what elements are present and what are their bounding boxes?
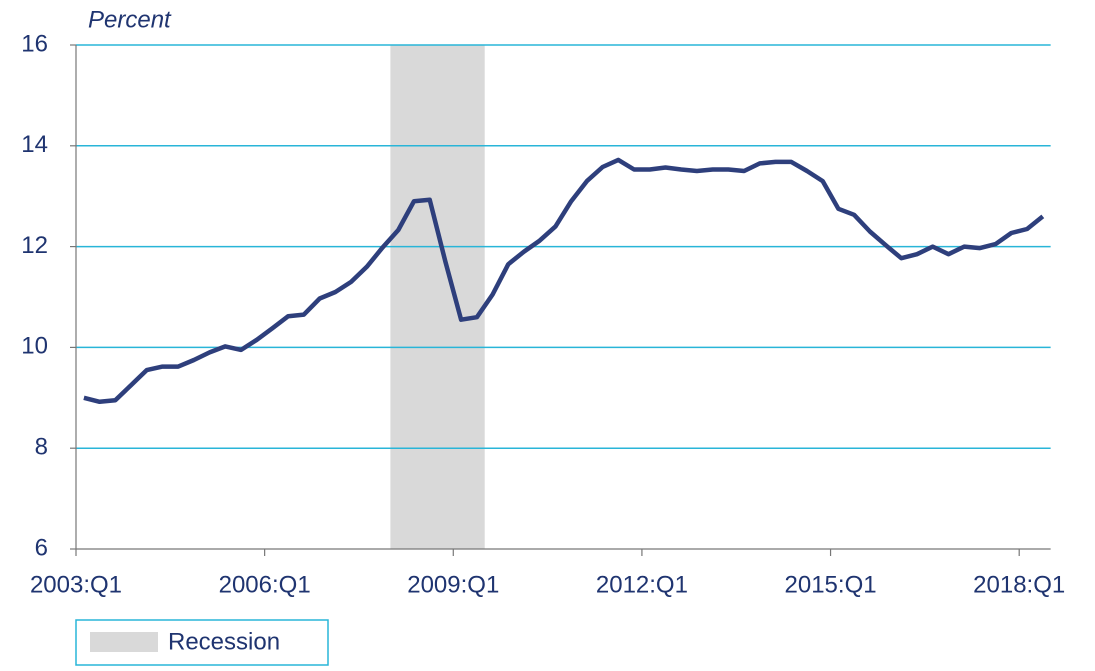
y-tick-label: 8: [35, 434, 48, 461]
legend-label: Recession: [168, 628, 280, 655]
y-axis-label: Percent: [88, 6, 172, 33]
y-tick-label: 12: [21, 232, 48, 259]
x-tick-label: 2012:Q1: [596, 571, 688, 598]
x-tick-label: 2006:Q1: [219, 571, 311, 598]
x-tick-label: 2015:Q1: [785, 571, 877, 598]
x-tick-label: 2009:Q1: [407, 571, 499, 598]
legend-swatch: [90, 632, 158, 652]
y-tick-label: 6: [35, 534, 48, 561]
x-tick-label: 2018:Q1: [973, 571, 1065, 598]
y-tick-label: 16: [21, 30, 48, 57]
y-tick-label: 10: [21, 333, 48, 360]
y-tick-label: 14: [21, 131, 48, 158]
line-series: [83, 157, 1045, 405]
recession-band: [390, 45, 485, 549]
x-tick-label: 2003:Q1: [30, 571, 122, 598]
legend-box: [75, 619, 329, 666]
